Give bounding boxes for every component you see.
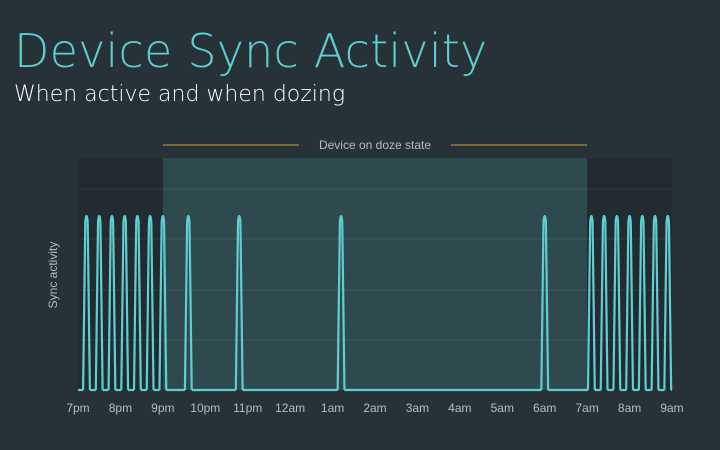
x-tick-label: 10pm (190, 401, 220, 415)
sync-peak (158, 214, 168, 391)
sync-peak (81, 214, 91, 391)
x-tick-label: 12am (275, 401, 305, 415)
doze-state-marker: Device on doze state (162, 138, 588, 152)
doze-region (162, 158, 588, 390)
x-tick-label: 7pm (66, 401, 89, 415)
sync-peak (107, 214, 117, 391)
y-axis-label: Sync activity (46, 242, 60, 309)
sync-peak (94, 214, 104, 391)
x-tick-label: 5am (491, 401, 514, 415)
sync-series (78, 214, 673, 392)
chart-subtitle: When active and when dozing (14, 82, 346, 107)
sync-peak (120, 214, 130, 391)
doze-state-label: Device on doze state (319, 138, 431, 152)
x-tick-label: 11pm (233, 401, 262, 415)
sync-peak (586, 214, 596, 391)
x-tick-label: 8am (618, 401, 641, 415)
sync-peak (540, 214, 550, 391)
background-bands (78, 158, 672, 390)
x-tick-label: 9am (660, 401, 683, 415)
sync-peak (145, 214, 155, 391)
grid-lines (78, 188, 672, 341)
active-region-before (78, 158, 163, 390)
sync-peak (336, 214, 346, 391)
x-axis-ticks: 7pm 8pm 9pm 10pm 11pm 12am 1am 2am 3am 4am 5am 6am 7… (66, 401, 683, 415)
x-tick-label: 6am (533, 401, 556, 415)
x-tick-label: 2am (363, 401, 386, 415)
x-tick-label: 9pm (151, 401, 174, 415)
x-tick-label: 3am (406, 401, 429, 415)
sync-peak (637, 214, 647, 391)
sync-peak (234, 214, 244, 391)
x-tick-label: 8pm (109, 401, 132, 415)
sync-peak (612, 214, 622, 391)
sync-peak (183, 214, 193, 391)
x-tick-label: 4am (448, 401, 471, 415)
sync-peak (625, 214, 635, 391)
x-tick-label: 1am (321, 401, 344, 415)
chart-title: Device Sync Activity (14, 24, 488, 78)
sync-peak (599, 214, 609, 391)
sync-peak (663, 214, 673, 391)
active-region-after (587, 158, 672, 390)
sync-peak (650, 214, 660, 391)
x-tick-label: 7am (575, 401, 598, 415)
sync-peak (132, 214, 142, 391)
